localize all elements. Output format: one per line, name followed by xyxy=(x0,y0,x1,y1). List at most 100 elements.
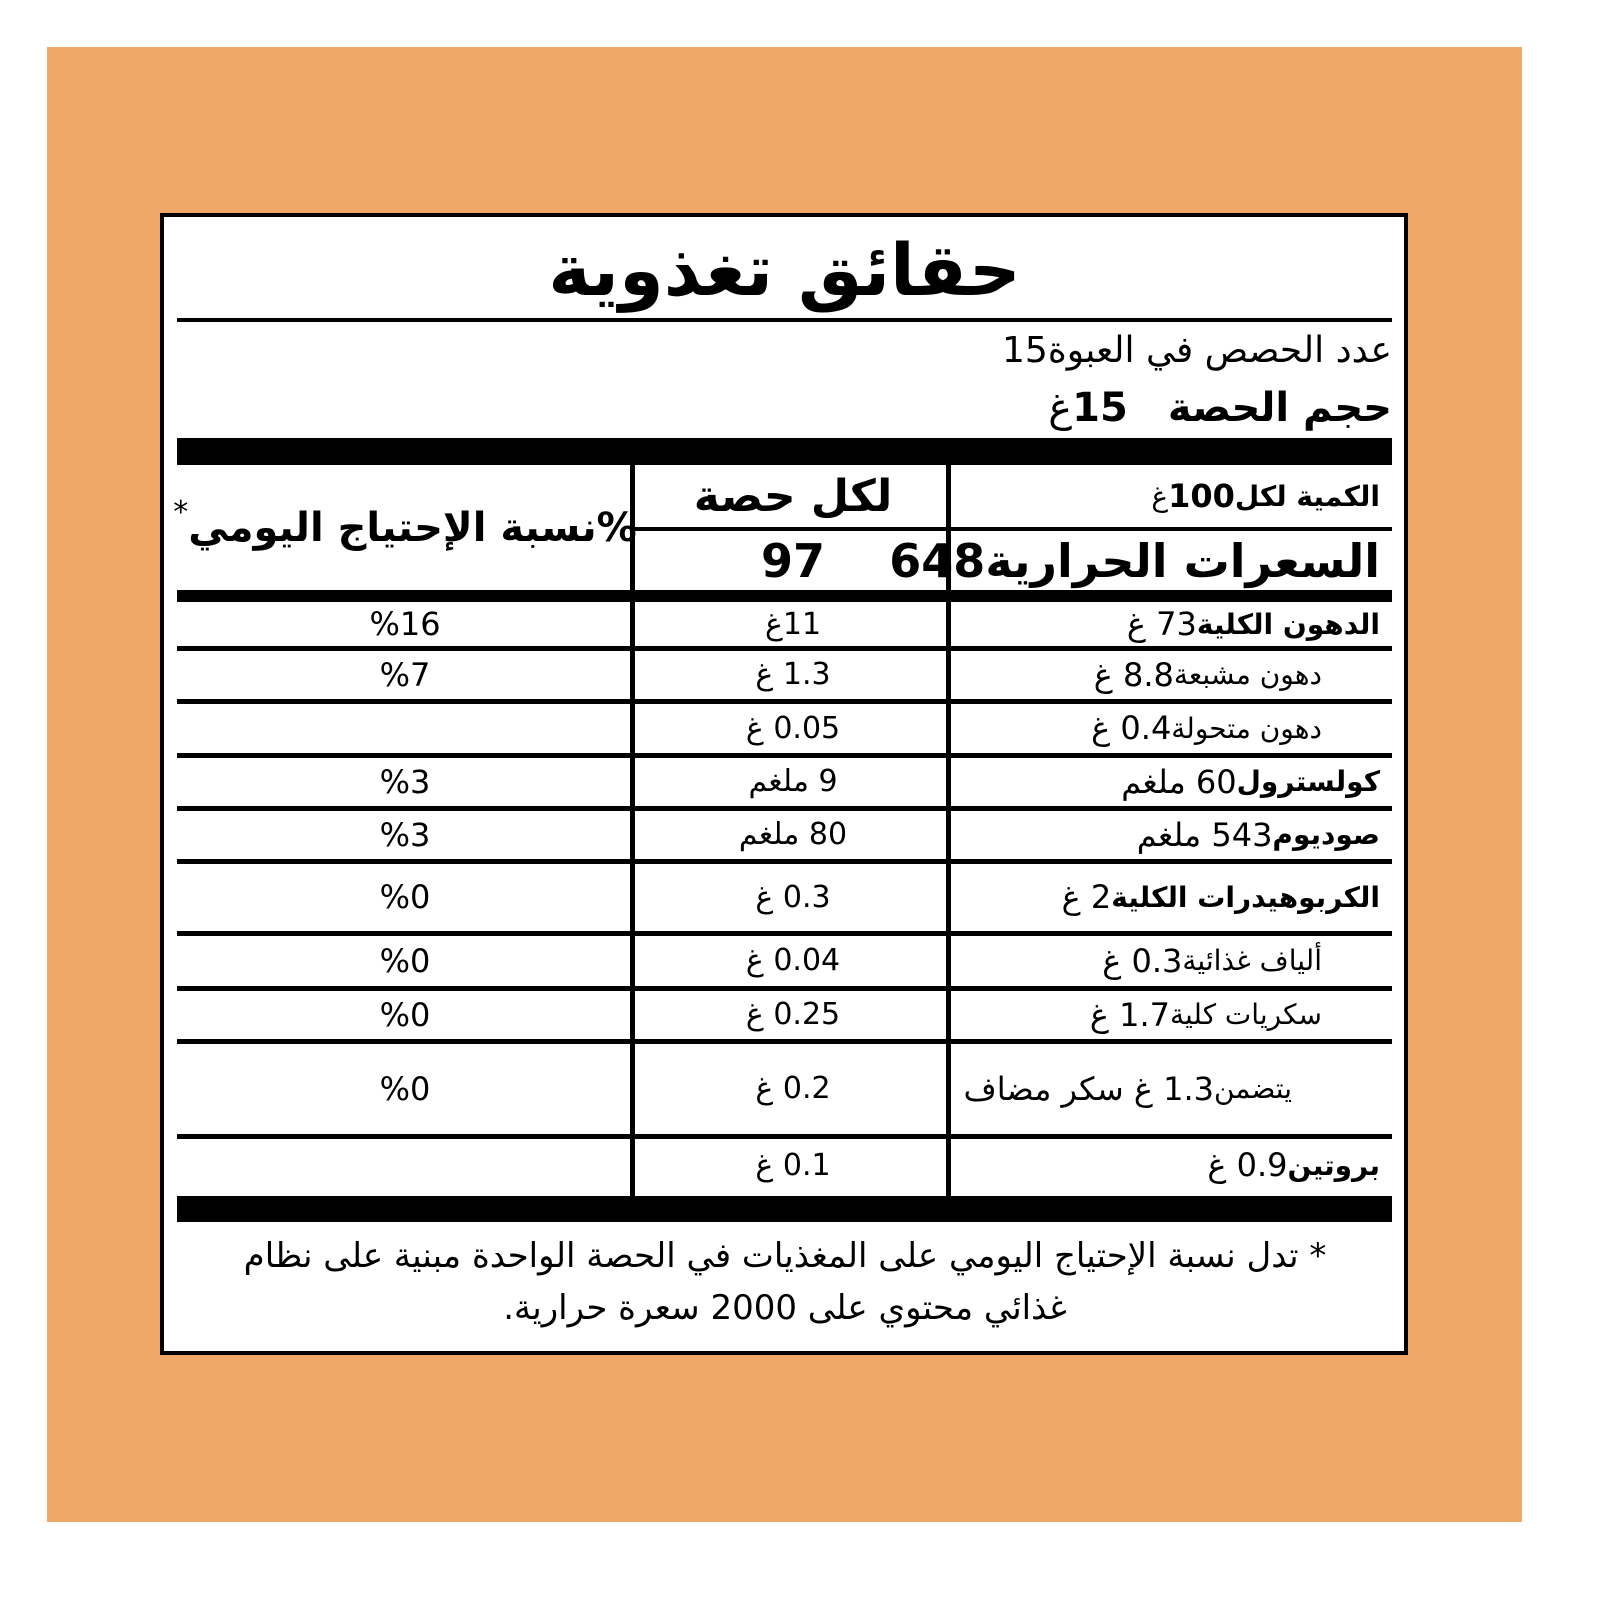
daily-value-cell: %0 xyxy=(177,935,633,986)
nutrient-amount: 73 غ xyxy=(1126,605,1197,643)
per-serving-value: 0.04 غ xyxy=(745,943,841,978)
daily-value-cell: %7 xyxy=(177,650,633,699)
per-serving-header: لكل حصة xyxy=(636,465,950,527)
rule xyxy=(177,318,1392,322)
nutrient-amount: 0.9 غ xyxy=(1207,1146,1288,1184)
nutrient-amount: 543 ملغم xyxy=(1136,815,1273,854)
nutrient-amount: 8.8 غ xyxy=(1093,655,1174,694)
per-serving-cell: 0.3 غ xyxy=(636,863,950,931)
per-serving-value: 11غ xyxy=(764,606,822,642)
daily-value-cell: %0 xyxy=(177,863,633,931)
nutrient-amount: 60 ملغم xyxy=(1121,762,1237,801)
label-box xyxy=(160,213,1408,1355)
nutrient-cell: الدهون الكلية 73 غ xyxy=(950,602,1392,646)
rule xyxy=(177,986,1392,991)
nutrient-amount: 2 غ xyxy=(1061,878,1112,916)
rule xyxy=(177,1196,1392,1222)
rule xyxy=(630,465,635,1196)
daily-value: %3 xyxy=(379,762,431,801)
daily-value-mark: * xyxy=(173,495,189,530)
calories-per-serving: 97 xyxy=(761,533,826,588)
per-serving-value: 0.1 غ xyxy=(755,1147,831,1183)
nutrient-name: ألياف غذائية xyxy=(1182,944,1322,977)
rule xyxy=(177,806,1392,811)
rule xyxy=(177,438,1392,465)
servings: عدد الحصص في العبوة 15 xyxy=(177,322,1392,378)
per-serving-cell: 0.2 غ xyxy=(636,1043,950,1134)
daily-value-label: %نسبة الإحتياج اليومي xyxy=(188,504,637,551)
rule xyxy=(177,931,1392,936)
nutrient-cell: ألياف غذائية 0.3 غ xyxy=(950,935,1392,986)
rule xyxy=(177,646,1392,651)
nutrient-cell: كولسترول 60 ملغم xyxy=(950,757,1392,806)
per-serving-cell: 1.3 غ xyxy=(636,650,950,699)
title-text: حقائق تغذوية xyxy=(548,228,1021,312)
servings-value: 15 xyxy=(1002,329,1048,371)
daily-value: %16 xyxy=(369,605,441,643)
calories-label-cell: السعرات الحرارية 648 xyxy=(889,531,1388,590)
nutrient-name: الكربوهيدرات الكلية xyxy=(1111,880,1380,914)
nutrient-amount: 1.7 غ xyxy=(1089,995,1170,1034)
nutrient-name: بروتين xyxy=(1287,1148,1380,1182)
calories-per-serving-cell: 97 xyxy=(636,531,950,590)
nutrient-name: دهون مشبعة xyxy=(1173,658,1322,691)
daily-value-cell: %3 xyxy=(177,757,633,806)
rule xyxy=(177,1039,1392,1044)
nutrient-amount: 0.4 غ xyxy=(1091,709,1172,747)
amount-unit: غ xyxy=(1151,479,1169,513)
per-serving-value: 0.05 غ xyxy=(745,710,841,746)
daily-value: %0 xyxy=(379,878,431,916)
per-serving-value: 0.3 غ xyxy=(755,879,831,915)
daily-value-cell: %0 xyxy=(177,1043,633,1134)
rule xyxy=(177,1134,1392,1139)
nutrient-cell: الكربوهيدرات الكلية 2 غ xyxy=(950,863,1392,931)
daily-value: %3 xyxy=(379,815,431,854)
per-serving-cell: 11غ xyxy=(636,602,950,646)
daily-value: %0 xyxy=(379,941,431,980)
per-serving-cell: 0.1 غ xyxy=(636,1138,950,1192)
nutrient-amount: 0.3 غ xyxy=(1102,941,1183,980)
rule xyxy=(177,590,1392,602)
rule xyxy=(633,527,1392,531)
calories-label: السعرات الحرارية xyxy=(985,533,1380,588)
rule xyxy=(177,859,1392,864)
daily-value-cell: %16 xyxy=(177,602,633,646)
per-serving-cell: 0.04 غ xyxy=(636,935,950,986)
per-serving-value: 0.2 غ xyxy=(755,1071,831,1106)
footnote-text: * تدل نسبة الإحتياج اليومي على المغذيات … xyxy=(243,1236,1327,1328)
nutrient-name: صوديوم xyxy=(1272,818,1380,851)
serving-size-value: 15 xyxy=(1072,385,1128,431)
nutrient-name: سكريات كلية xyxy=(1169,998,1322,1031)
nutrient-cell: صوديوم 543 ملغم xyxy=(950,810,1392,859)
nutrient-cell: دهون متحولة 0.4 غ xyxy=(950,703,1392,753)
nutrient-cell: بروتين 0.9 غ xyxy=(950,1138,1392,1192)
nutrient-name: الدهون الكلية xyxy=(1196,607,1380,641)
amount-header: الكمية لكل 100 غ xyxy=(950,465,1392,527)
per-serving-value: 9 ملغم xyxy=(748,764,838,799)
daily-value-cell: %0 xyxy=(177,990,633,1039)
serving-size-label: حجم الحصة xyxy=(1167,385,1392,431)
nutrient-cell: سكريات كلية 1.7 غ xyxy=(950,990,1392,1039)
per-serving-cell: 9 ملغم xyxy=(636,757,950,806)
nutrient-name: كولسترول xyxy=(1236,765,1380,798)
daily-value-header: %نسبة الإحتياج اليومي * xyxy=(173,465,637,590)
per-serving-value: 0.25 غ xyxy=(745,997,841,1032)
footnote: * تدل نسبة الإحتياج اليومي على المغذيات … xyxy=(200,1230,1370,1340)
per-serving-label: لكل حصة xyxy=(693,470,893,522)
nutrient-cell: دهون مشبعة 8.8 غ xyxy=(950,650,1392,699)
title: حقائق تغذوية xyxy=(177,222,1392,318)
daily-value-cell: %3 xyxy=(177,810,633,859)
daily-value: %0 xyxy=(379,995,431,1034)
servings-label: عدد الحصص في العبوة xyxy=(1047,329,1392,371)
nutrient-name: دهون متحولة xyxy=(1171,711,1322,745)
amount-label: الكمية لكل xyxy=(1234,479,1380,513)
serving-size-unit: غ xyxy=(1048,385,1073,431)
per-serving-value: 1.3 غ xyxy=(755,657,831,692)
nutrient-amount: 1.3 غ سكر مضاف xyxy=(963,1069,1214,1108)
per-serving-cell: 0.25 غ xyxy=(636,990,950,1039)
nutrient-name: يتضمن xyxy=(1213,1072,1292,1105)
rule xyxy=(177,753,1392,758)
per-serving-cell: 0.05 غ xyxy=(636,703,950,753)
rule xyxy=(946,465,951,1196)
